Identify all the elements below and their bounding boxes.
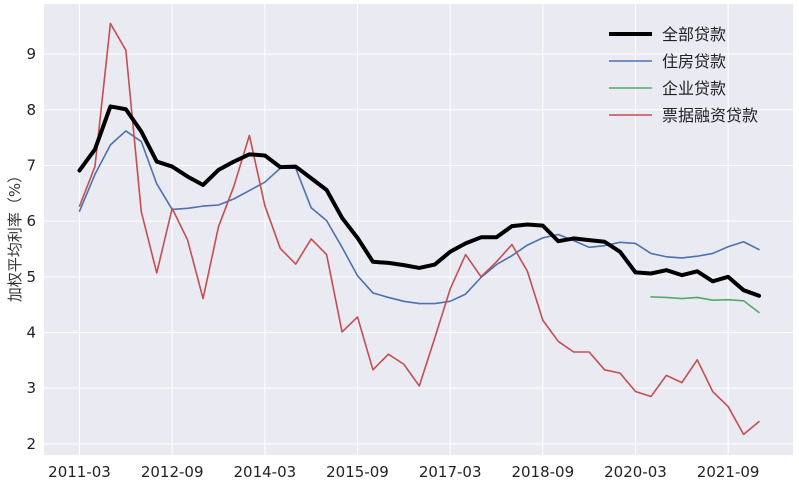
- x-tick-label: 2018-09: [511, 463, 574, 481]
- series-line-1: [78, 130, 760, 305]
- x-tick-label: 2021-09: [697, 463, 760, 481]
- legend-entry: 企业贷款: [662, 79, 726, 98]
- x-tick-label: 2014-03: [233, 463, 296, 481]
- x-tick-label: 2017-03: [419, 463, 482, 481]
- y-axis: 2 3 4 5 6 7 8 9: [26, 45, 36, 453]
- series-line-0: [77, 104, 762, 298]
- legend-entry: 全部贷款: [662, 25, 726, 44]
- x-axis: 2011-03 2012-09 2014-03 2015-09 2017-03 2018-…: [48, 463, 759, 481]
- y-tick-label: 9: [26, 45, 36, 63]
- x-tick-label: 2020-03: [604, 463, 667, 481]
- plot-area: [44, 4, 793, 455]
- y-axis-label: 加权平均利率（%）: [6, 168, 24, 302]
- x-tick-label: 2011-03: [48, 463, 111, 481]
- series-line-3: [78, 22, 760, 436]
- y-tick-label: 5: [26, 268, 36, 286]
- x-tick-label: 2012-09: [141, 463, 204, 481]
- y-tick-label: 4: [26, 324, 36, 342]
- y-tick-label: 2: [26, 435, 36, 453]
- y-tick-label: 7: [26, 156, 36, 174]
- legend-entry: 住房贷款: [662, 52, 726, 71]
- series-line-2: [650, 296, 760, 314]
- legend-entry: 票据融资贷款: [662, 106, 758, 125]
- series-lines: [77, 22, 762, 436]
- y-tick-label: 8: [26, 101, 36, 119]
- y-tick-label: 6: [26, 212, 36, 230]
- x-tick-label: 2015-09: [326, 463, 389, 481]
- y-tick-label: 3: [26, 379, 36, 397]
